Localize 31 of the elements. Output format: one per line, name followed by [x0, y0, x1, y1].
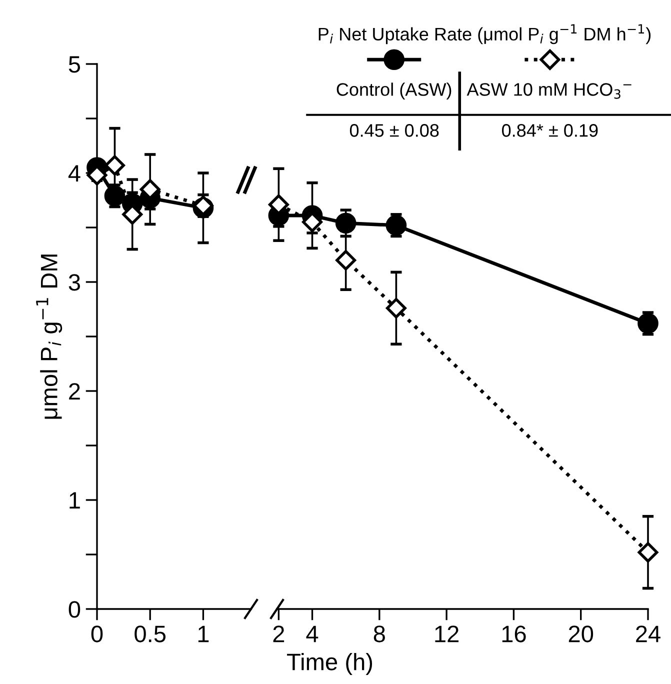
point [386, 298, 406, 318]
point [386, 214, 407, 236]
y-tick-label: 3 [68, 274, 80, 291]
annotation: 0.84* ± 0.19 [502, 124, 598, 137]
x-tick-label: 12 [435, 626, 458, 642]
y-tick-label: 0 [68, 601, 80, 618]
y-tick-label: 5 [68, 56, 80, 73]
point [335, 212, 356, 234]
x-tick-label: 8 [374, 626, 385, 642]
point [104, 155, 125, 176]
x-tick-label: 1 [198, 626, 209, 642]
x-tick-label: 4 [306, 626, 318, 642]
x-tick-label: 2 [273, 626, 284, 642]
annotation: 0.45 ± 0.08 [350, 124, 439, 137]
y-axis-title: μmol P$_{i}$ g$^{−1}$ DM [36, 254, 62, 419]
point [336, 250, 356, 270]
x-tick-label: 0 [91, 626, 103, 642]
legend-label: Control (ASW) [336, 82, 452, 100]
y-tick-label: 1 [70, 492, 80, 509]
x-tick-label: 16 [502, 626, 526, 642]
y-tick-label: 2 [69, 383, 80, 400]
point [638, 313, 658, 334]
y-tick-label: 4 [68, 165, 80, 182]
point [638, 542, 658, 563]
point [104, 185, 126, 206]
x-axis-title: Time (h) [287, 652, 372, 675]
x-tick-label: 0.5 [134, 626, 166, 642]
legend-label: ASW 10 mM HCO$_{3}$$^{−}$ [466, 83, 632, 99]
x-tick-label: 20 [568, 626, 594, 642]
text: P$_{i}$ Net Uptake Rate (μmol P$_{i}$ g$^{−1}$ DM h$^{−1}$) [318, 24, 651, 44]
x-tick-label: 24 [636, 626, 660, 642]
